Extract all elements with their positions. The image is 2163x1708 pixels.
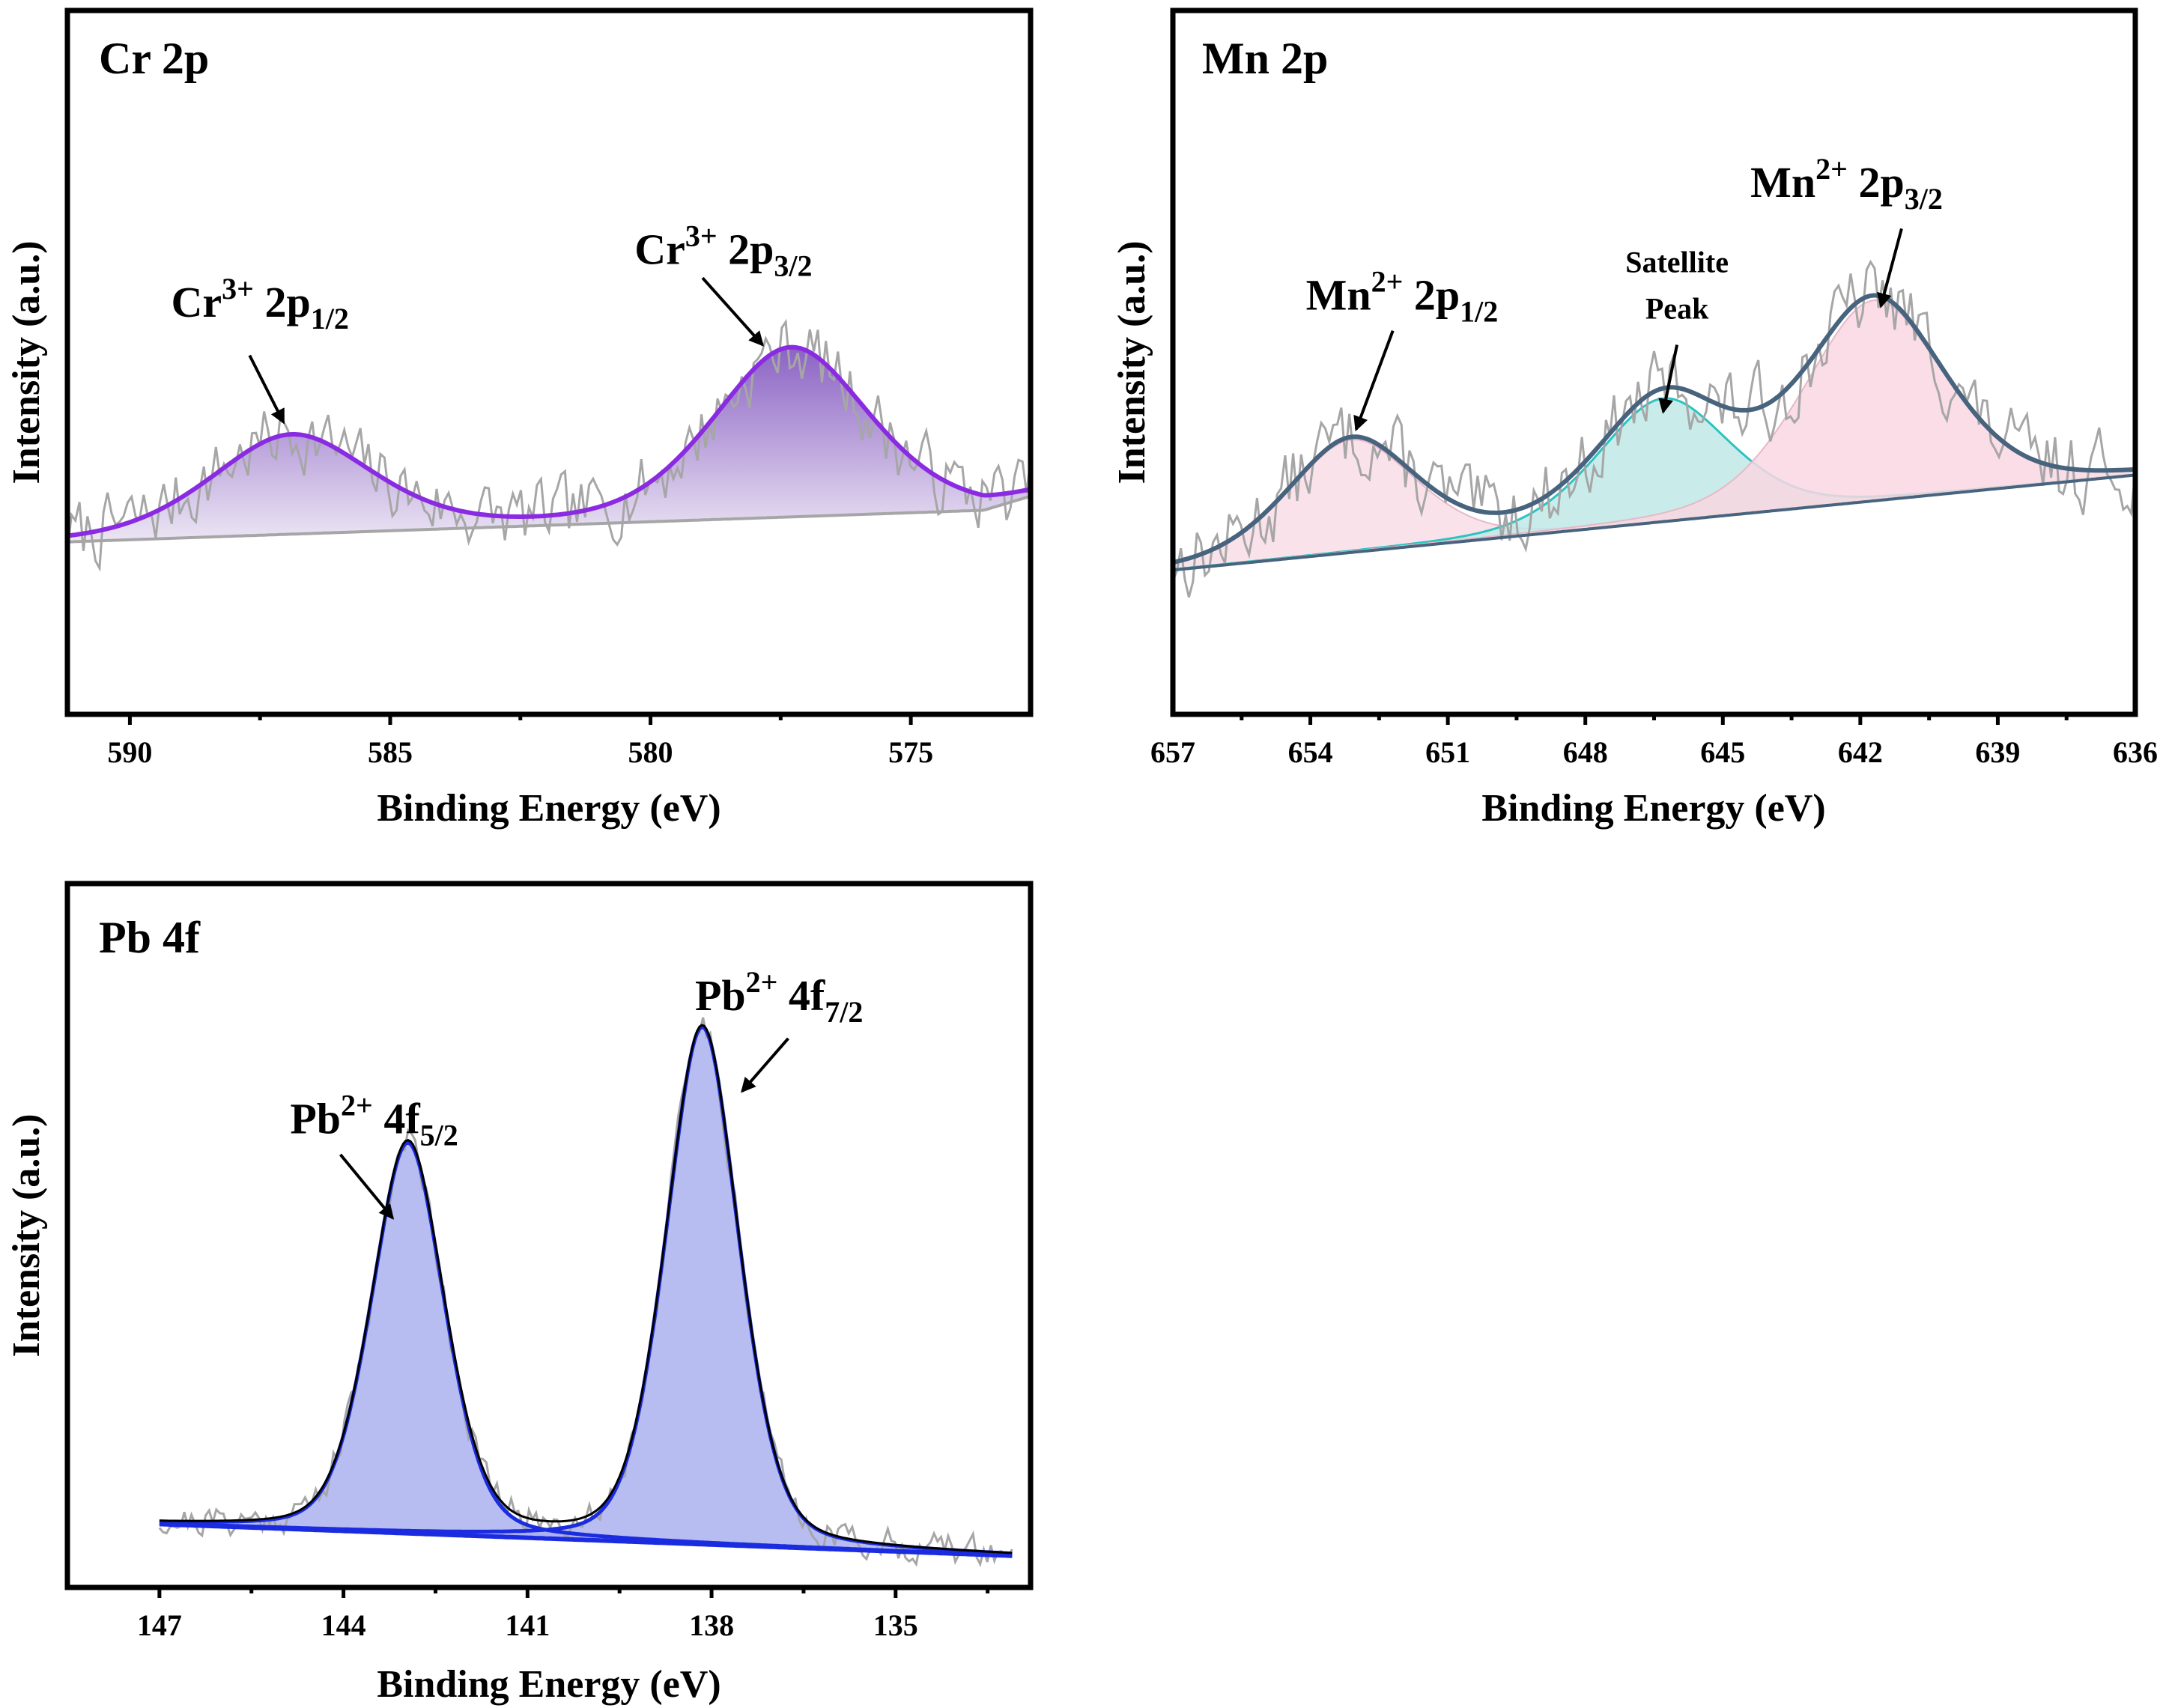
peak-line-pb-0 bbox=[159, 1140, 1013, 1557]
panel-title-cr: Cr 2p bbox=[99, 34, 209, 83]
peak-fill-mn-0 bbox=[1173, 440, 2135, 571]
baseline-mn bbox=[1173, 473, 2135, 572]
envelope-pb bbox=[159, 1024, 1013, 1554]
tick-label-pb-4: 135 bbox=[873, 1608, 918, 1642]
panel-cr: 590 585 580 575 Cr 2p Binding Energy (eV) I… bbox=[5, 7, 1034, 830]
tick-label-mn-7: 636 bbox=[2113, 735, 2158, 769]
raw-data-pb bbox=[158, 1017, 1013, 1568]
x-axis-title-mn: Binding Energy (eV) bbox=[1481, 787, 1825, 830]
panel-title-mn: Mn 2p bbox=[1202, 34, 1328, 83]
panel-title-pb: Pb 4f bbox=[99, 913, 201, 962]
annotation-arrow-pb-0 bbox=[339, 1153, 395, 1220]
tick-label-mn-0: 657 bbox=[1150, 735, 1195, 769]
annotation-label-mn-2: Satellite bbox=[1625, 246, 1729, 279]
annotations-mn: Mn2+ 2p1/2 Mn2+ 2p3/2 Satellite Peak bbox=[1306, 152, 1943, 432]
panel-mn: 657 654 651 648 645 642 639 636 Mn 2p Binding E… bbox=[1111, 7, 2158, 830]
tick-label-pb-0: 147 bbox=[137, 1608, 182, 1642]
ticks-cr: 590 585 580 575 bbox=[107, 714, 933, 769]
tick-label-mn-6: 639 bbox=[1975, 735, 2020, 769]
annotation-arrow-cr-1 bbox=[701, 276, 765, 347]
plot-content-cr bbox=[67, 318, 1031, 572]
tick-label-cr-1: 585 bbox=[368, 735, 413, 769]
annotation-arrow-mn-1 bbox=[1877, 228, 1903, 309]
y-axis-title-cr: Intensity (a.u.) bbox=[5, 240, 48, 484]
annotation-arrow-cr-0 bbox=[248, 354, 285, 425]
peak-fill-pb-0 bbox=[159, 1143, 1013, 1556]
ticks-pb: 147 144 141 138 135 bbox=[137, 1587, 990, 1642]
tick-label-mn-5: 642 bbox=[1838, 735, 1883, 769]
tick-label-mn-4: 645 bbox=[1700, 735, 1745, 769]
clip-group-mn bbox=[1173, 259, 2135, 598]
plot-frame-mn bbox=[1170, 7, 2138, 717]
raw-data-cr bbox=[67, 318, 1031, 572]
tick-label-cr-2: 580 bbox=[628, 735, 673, 769]
x-axis-title-cr: Binding Energy (eV) bbox=[377, 787, 721, 830]
plot-content-mn bbox=[1173, 259, 2135, 598]
annotation-arrow-mn-2 bbox=[1658, 344, 1679, 414]
peak-fill-mn-2 bbox=[1173, 300, 2135, 571]
y-axis-title-pb: Intensity (a.u.) bbox=[5, 1113, 48, 1357]
envelope-mn bbox=[1173, 293, 2135, 565]
tick-label-pb-1: 144 bbox=[321, 1608, 366, 1642]
annotations-cr: Cr3+ 2p1/2 Cr3+ 2p3/2 bbox=[172, 219, 813, 425]
tick-label-mn-2: 651 bbox=[1425, 735, 1470, 769]
plot-frame-pb bbox=[64, 881, 1034, 1590]
envelope-fill-cr bbox=[67, 347, 1031, 542]
tick-label-mn-3: 648 bbox=[1563, 735, 1608, 769]
baseline-cr bbox=[67, 494, 1031, 544]
plot-frame-cr bbox=[64, 7, 1034, 717]
annotation-label-mn-2-line2: Peak bbox=[1645, 292, 1709, 326]
ticks-mn: 657 654 651 648 645 642 639 636 bbox=[1150, 714, 2158, 769]
panel-pb: 147 144 141 138 135 Pb 4f Binding Energy (eV… bbox=[5, 881, 1034, 1706]
clip-group-pb bbox=[158, 1017, 1013, 1568]
annotations-pb: Pb2+ 4f5/2 Pb2+ 4f7/2 bbox=[290, 965, 863, 1220]
x-axis-title-pb: Binding Energy (eV) bbox=[377, 1663, 721, 1706]
raw-data-mn bbox=[1173, 259, 2135, 598]
clip-group-cr bbox=[67, 318, 1031, 572]
tick-label-pb-2: 141 bbox=[505, 1608, 550, 1642]
plot-content-pb bbox=[158, 1017, 1013, 1568]
y-axis-title-mn: Intensity (a.u.) bbox=[1111, 240, 1153, 484]
annotation-arrow-pb-1 bbox=[741, 1037, 789, 1093]
annotation-label-mn-0: Mn2+ 2p1/2 bbox=[1306, 265, 1499, 329]
peak-fill-mn-1 bbox=[1173, 398, 2135, 571]
annotation-arrow-mn-0 bbox=[1353, 330, 1395, 432]
peak-line-pb-1 bbox=[159, 1024, 1013, 1556]
annotation-label-pb-0: Pb2+ 4f5/2 bbox=[290, 1089, 458, 1152]
tick-label-mn-1: 654 bbox=[1288, 735, 1333, 769]
annotation-label-mn-1: Mn2+ 2p3/2 bbox=[1750, 152, 1943, 216]
tick-label-cr-3: 575 bbox=[888, 735, 933, 769]
tick-label-cr-0: 590 bbox=[107, 735, 152, 769]
envelope-cr bbox=[67, 344, 1031, 538]
tick-label-pb-3: 138 bbox=[689, 1608, 734, 1642]
peak-fill-pb-1 bbox=[159, 1027, 1013, 1556]
annotation-label-pb-1: Pb2+ 4f7/2 bbox=[695, 965, 863, 1029]
annotation-label-cr-1: Cr3+ 2p3/2 bbox=[634, 219, 812, 282]
annotation-label-cr-0: Cr3+ 2p1/2 bbox=[172, 272, 349, 335]
